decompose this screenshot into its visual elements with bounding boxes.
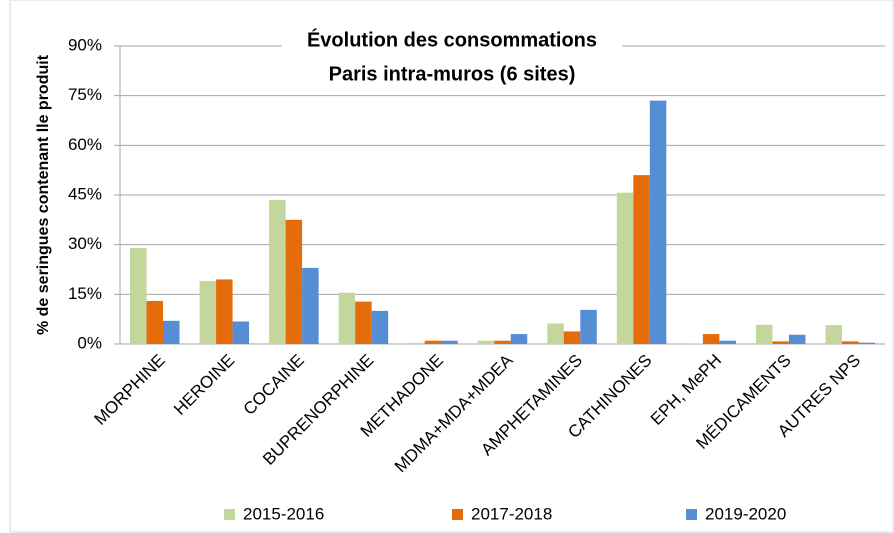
bar [408, 343, 425, 344]
bar [719, 340, 736, 344]
bar [755, 324, 773, 344]
bar [355, 301, 372, 344]
bar [649, 100, 667, 344]
bar [547, 323, 564, 344]
bar [616, 192, 634, 344]
y-tick-label: 75% [68, 85, 102, 104]
bar [563, 331, 581, 344]
bar [269, 199, 286, 344]
legend-label: 2017-2018 [471, 504, 552, 523]
bar [441, 340, 458, 344]
y-axis-label: % de seringues contenant lle produit [35, 54, 52, 335]
y-tick-label: 15% [68, 284, 102, 303]
bar [858, 342, 875, 344]
bar [510, 334, 528, 344]
legend-label: 2019-2020 [705, 504, 786, 523]
legend-swatch [224, 509, 235, 520]
bar [686, 343, 703, 344]
bar [633, 175, 650, 344]
y-tick-label: 30% [68, 234, 102, 253]
legend-label: 2015-2016 [243, 504, 324, 523]
bar [285, 219, 303, 344]
bar [580, 309, 597, 344]
chart-subtitle: Paris intra-muros (6 sites) [329, 63, 576, 85]
bar [199, 281, 217, 344]
title-box [282, 24, 622, 94]
bar [772, 341, 789, 344]
bar [302, 267, 319, 344]
bar [232, 321, 250, 344]
legend-swatch [686, 509, 697, 520]
bar [371, 310, 389, 344]
bar [841, 341, 859, 344]
y-tick-label: 0% [77, 333, 102, 352]
bar [788, 334, 806, 344]
bar [130, 247, 147, 344]
y-tick-label: 90% [68, 35, 102, 54]
bar [216, 279, 233, 344]
bar [146, 300, 164, 344]
bar [338, 292, 356, 344]
legend-swatch [452, 509, 463, 520]
y-tick-label: 45% [68, 184, 102, 203]
bar [163, 320, 180, 344]
bar [424, 340, 442, 344]
bar [825, 325, 842, 344]
bar [477, 340, 495, 344]
bar [494, 340, 511, 344]
chart-title: Évolution des consommations [307, 28, 597, 51]
bar [702, 334, 720, 344]
y-tick-label: 60% [68, 135, 102, 154]
